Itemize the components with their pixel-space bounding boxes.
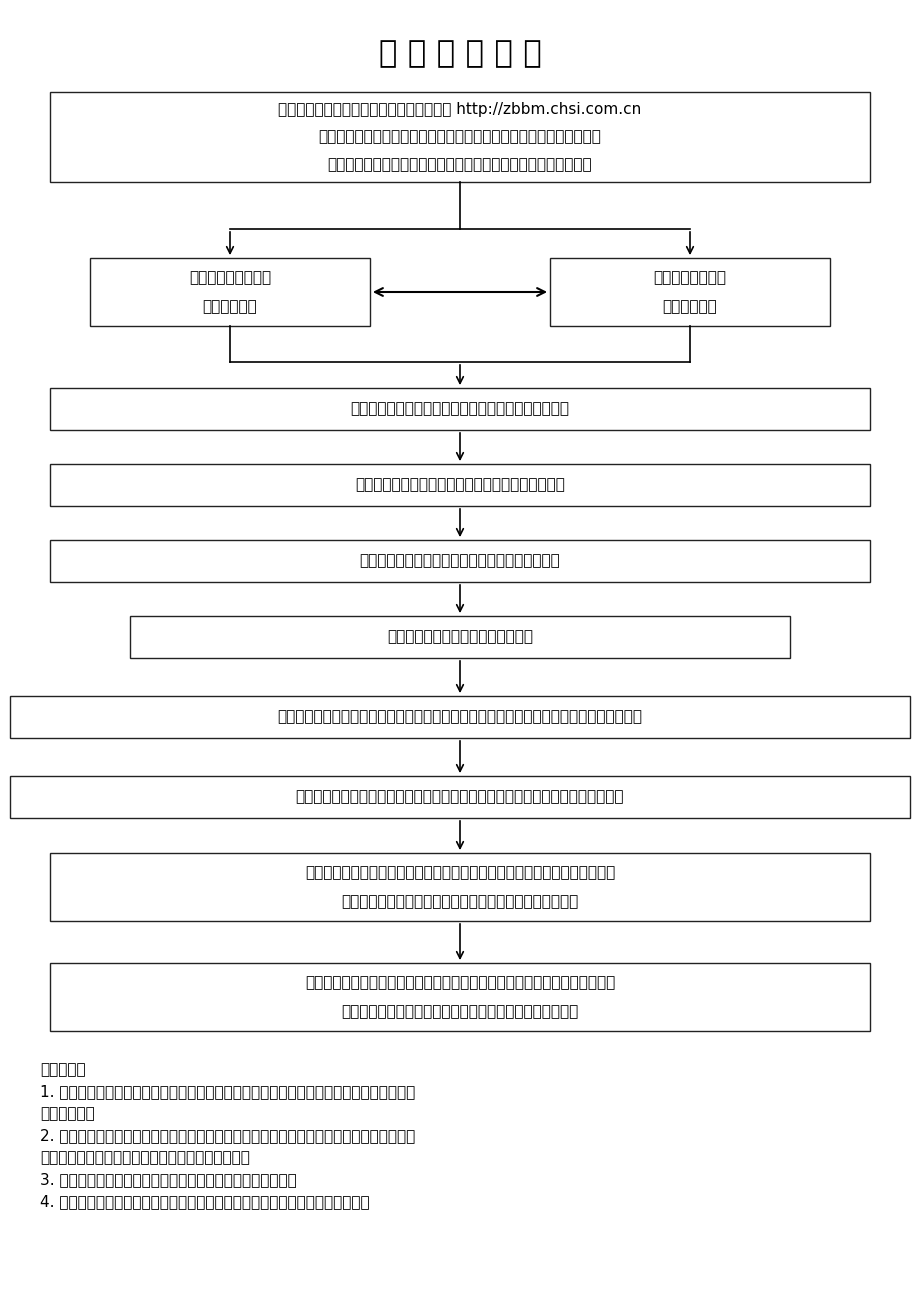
Text: 后续手续办理完毕，务必在规定时间将申请表原件和入伍通知书复印件、身份: 后续手续办理完毕，务必在规定时间将申请表原件和入伍通知书复印件、身份 <box>304 865 615 880</box>
Text: 4. 被确定为预征对象，但因其他原因未入伍的，请及时告知学生资助管理中心。: 4. 被确定为预征对象，但因其他原因未入伍的，请及时告知学生资助管理中心。 <box>40 1194 369 1210</box>
Text: 学生携申请表到地方征兵办、县级或省（区、市）学生资助管理中心办理后续手续: 学生携申请表到地方征兵办、县级或省（区、市）学生资助管理中心办理后续手续 <box>295 789 624 805</box>
Bar <box>550 258 829 326</box>
Text: 1. 银行卡信息须确保准确，并保管好个人银行卡。如因填写有误，造成代偿金转账不成功，: 1. 银行卡信息须确保准确，并保管好个人银行卡。如因填写有误，造成代偿金转账不成… <box>40 1085 414 1099</box>
Text: 将预征对象申请表送资助管理中心填写审核贷款信息: 将预征对象申请表送资助管理中心填写审核贷款信息 <box>355 478 564 492</box>
Text: 代偿金先行偿还助学贷款，有余额的，将转至本人工行卡）: 代偿金先行偿还助学贷款，有余额的，将转至本人工行卡） <box>341 1004 578 1019</box>
Text: 办 理 流 程 略 图: 办 理 流 程 略 图 <box>379 39 540 69</box>
Bar <box>50 540 869 582</box>
Bar <box>50 464 869 506</box>
Text: 将预征对象申请表送学校计财处填写审核学费信息: 将预征对象申请表送学校计财处填写审核学费信息 <box>359 553 560 569</box>
Text: 将预征对象申请表送分管校领导审批: 将预征对象申请表送分管校领导审批 <box>387 629 532 644</box>
Text: 3. 个人及家庭联系方式变更的请及时告知学生资助管理中心。: 3. 个人及家庭联系方式变更的请及时告知学生资助管理中心。 <box>40 1172 297 1187</box>
Bar <box>130 616 789 658</box>
Text: 学校保卫处。: 学校保卫处。 <box>202 299 257 314</box>
Text: 注意事项：: 注意事项： <box>40 1062 85 1077</box>
Bar <box>50 92 869 182</box>
Text: 定日办理后续手续，逾期者视为自动放弃代偿资格。: 定日办理后续手续，逾期者视为自动放弃代偿资格。 <box>40 1150 250 1165</box>
Text: 学生毕业离校前，一份申请表自己保留，用于办理后续手续，另一份交资助管理中心备案。: 学生毕业离校前，一份申请表自己保留，用于办理后续手续，另一份交资助管理中心备案。 <box>278 710 641 724</box>
Text: 按要求填写并正反两面打印《应征入伍高校毕业生补偿学费代偿国家助: 按要求填写并正反两面打印《应征入伍高校毕业生补偿学费代偿国家助 <box>318 129 601 145</box>
Text: 2. 因入伍服兵役而不能由本人办理后续手续的，务必将有关事项告知亲属，并委托亲属在规: 2. 因入伍服兵役而不能由本人办理后续手续的，务必将有关事项告知亲属，并委托亲属… <box>40 1128 414 1143</box>
Text: 将所填表格统一交至: 将所填表格统一交至 <box>188 270 271 285</box>
Bar <box>50 388 869 430</box>
Bar <box>90 258 369 326</box>
Bar <box>10 776 909 818</box>
Text: 到乌鲁木齐工商银: 到乌鲁木齐工商银 <box>652 270 726 285</box>
Text: 经兵役机关体检、政审合格的学生、被确定为预征对象: 经兵役机关体检、政审合格的学生、被确定为预征对象 <box>350 401 569 417</box>
Bar <box>50 963 869 1031</box>
Text: 有征兵入伍意向的，登陆大学生预征报名网 http://zbbm.chsi.com.cn: 有征兵入伍意向的，登陆大学生预征报名网 http://zbbm.chsi.com… <box>278 103 641 117</box>
Text: 学贷款申请表》（一式二份）和《应届毕业生预征对象登记表》。: 学贷款申请表》（一式二份）和《应届毕业生预征对象登记表》。 <box>327 156 592 172</box>
Text: 及时关注学生处网站公示名单，待代偿金转账成功后，查收款项。（贷款学生: 及时关注学生处网站公示名单，待代偿金转账成功后，查收款项。（贷款学生 <box>304 975 615 990</box>
Text: 行办理银行卡: 行办理银行卡 <box>662 299 717 314</box>
Text: 证复印件、毕业证复印件一并交至学校学生资助管理中心。: 证复印件、毕业证复印件一并交至学校学生资助管理中心。 <box>341 894 578 909</box>
Text: 其后果自负。: 其后果自负。 <box>40 1105 95 1121</box>
Bar <box>50 853 869 921</box>
Bar <box>10 697 909 738</box>
